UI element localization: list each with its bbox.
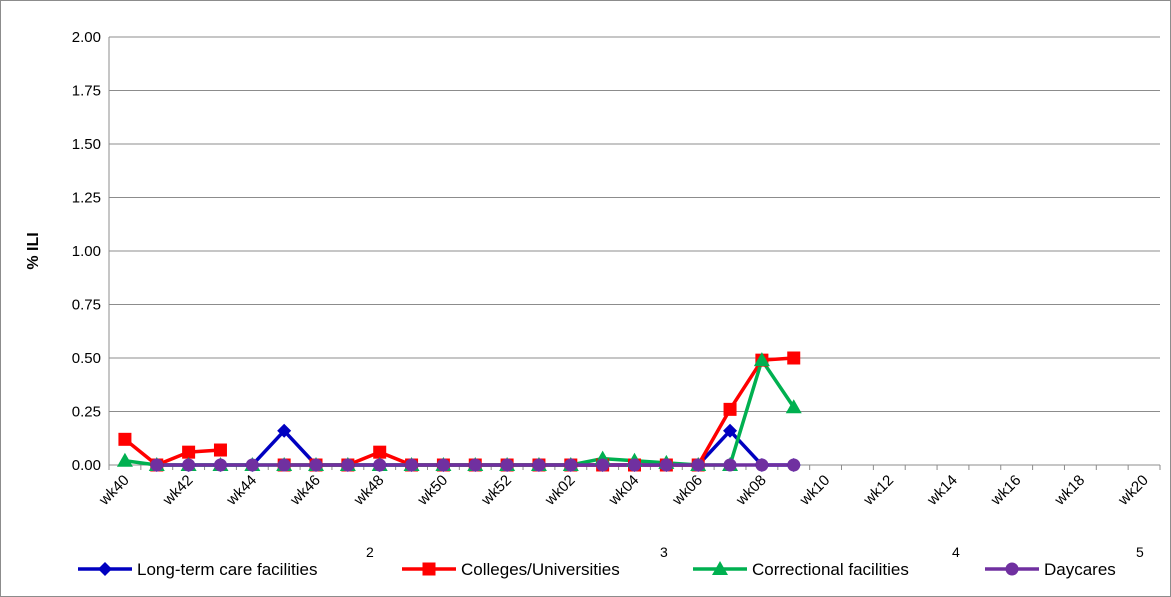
legend-footnote-colleges-universities: 3 [660,544,668,560]
data-point-colleges-universities [182,445,196,459]
series-line-colleges-universities [123,437,221,467]
data-point-daycares [468,458,482,472]
legend-label-colleges-universities: Colleges/Universities [461,560,620,579]
x-tick-label: wk18 [1051,472,1088,509]
y-tick-label: 0.50 [72,350,101,367]
y-tick-label: 1.75 [72,83,101,100]
data-point-daycares [691,458,705,472]
y-axis-label: % ILI [25,232,42,269]
x-tick-label: wk46 [286,472,323,509]
data-point-daycares [213,458,227,472]
x-tick-label: wk04 [605,472,642,509]
data-point-daycares [564,458,578,472]
data-point-daycares [628,458,641,472]
x-tick-label: wk16 [987,472,1024,509]
x-tick-label: wk50 [414,472,451,509]
legend-label-daycares: Daycares [1044,560,1116,579]
legend: Long-term care facilities 2 Colleges/Unive… [78,544,1144,579]
data-point-colleges-universities [373,445,387,459]
data-point-colleges-universities [723,402,737,416]
data-point-daycares [341,458,355,472]
data-point-daycares [405,458,419,472]
x-tick-label: wk20 [1114,472,1151,509]
y-tick-label: 0.75 [72,297,101,314]
data-point-daycares [532,458,546,472]
legend-marker-colleges-universities [422,562,436,576]
x-tick-label: wk40 [95,472,132,509]
data-point-daycares [245,458,259,472]
data-point-daycares [182,458,196,472]
data-point-correctional-facilities [785,399,802,414]
data-point-daycares [596,458,610,472]
data-point-long-term-care-facilities [277,423,292,438]
data-point-daycares [150,458,164,472]
legend-footnote-daycares: 5 [1136,544,1144,560]
y-tick-label: 0.25 [72,404,101,421]
legend-label-correctional-facilities: Correctional facilities [752,560,909,579]
y-tick-label: 1.25 [72,190,101,207]
x-tick-label: wk14 [923,472,960,509]
y-tick-label: 1.00 [72,243,101,260]
data-point-correctional-facilities [753,352,770,367]
data-point-colleges-universities [213,443,227,457]
legend-footnote-long-term-care-facilities: 2 [366,544,374,560]
data-point-daycares [755,458,769,472]
x-tick-label: wk44 [223,472,260,509]
data-point-daycares [309,458,323,472]
data-point-long-term-care-facilities [723,423,738,438]
y-tick-label: 1.50 [72,136,101,153]
legend-marker-long-term-care-facilities [98,562,112,576]
data-point-daycares [500,458,514,472]
data-point-daycares [436,458,450,472]
x-tick-label: wk08 [732,472,769,509]
data-point-colleges-universities [118,432,132,446]
data-point-daycares [277,458,291,472]
x-tick-label: wk12 [860,472,897,509]
x-tick-label: wk02 [541,472,578,509]
x-tick-label: wk10 [796,472,833,509]
x-tick-label: wk48 [350,472,387,509]
x-tick-label: wk42 [159,472,196,509]
data-point-colleges-universities [787,351,801,365]
legend-footnote-correctional-facilities: 4 [952,544,960,560]
x-tick-label: wk52 [477,472,514,509]
data-point-daycares [659,458,673,472]
data-point-correctional-facilities [116,452,133,467]
legend-label-long-term-care-facilities: Long-term care facilities [137,560,317,579]
legend-marker-correctional-facilities [712,561,728,575]
data-point-daycares [787,458,801,472]
legend-marker-daycares [1005,562,1019,576]
data-point-daycares [373,458,387,472]
y-tick-label: 2.00 [72,29,101,46]
x-tick-label: wk06 [669,472,706,509]
data-point-daycares [723,458,737,472]
y-tick-label: 0.00 [72,457,101,474]
